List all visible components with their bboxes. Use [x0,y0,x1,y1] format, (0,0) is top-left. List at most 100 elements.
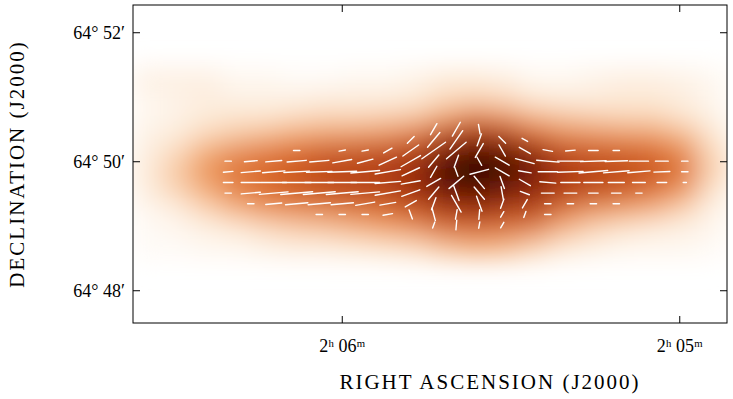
heat-cell [668,69,698,88]
heat-cell [549,201,579,220]
heat-cell [459,88,489,107]
heat-cell [221,164,251,183]
heat-cell [162,201,192,220]
heat-cell [221,220,251,239]
vector [537,160,559,162]
vector [405,201,416,207]
heat-cell [162,239,192,258]
heat-cell [251,107,281,126]
vector [470,169,489,174]
vector [654,171,670,173]
heat-cell [459,201,489,220]
vector [501,222,504,228]
vector [682,171,688,172]
heat-cell [311,69,341,88]
heat-cell [519,182,549,201]
heat-cell [311,164,341,183]
x-tick-label: 2ʰ 06ᵐ [319,336,365,356]
heat-cell [251,201,281,220]
vector [241,192,260,194]
heat-cell [251,69,281,88]
vector [455,220,457,230]
vector [316,214,322,215]
heat-cell [519,126,549,145]
heat-cell [340,239,370,258]
vector [244,161,257,162]
heat-cell [370,69,400,88]
heat-cell [430,239,460,258]
vector [501,212,504,218]
heat-cell [698,126,727,145]
heat-cell [133,69,162,88]
vector [657,182,667,183]
heat-cell [459,69,489,88]
heat-cell [519,164,549,183]
heat-cell [608,201,638,220]
vector [266,203,282,204]
vector [541,192,554,193]
vector [407,136,414,143]
vector [628,171,650,173]
heat-cell [162,220,192,239]
heat-cell [281,69,311,88]
vector [293,150,299,151]
heat-cell [400,220,430,239]
heat-cell [549,164,579,183]
heat-cell [340,88,370,107]
heat-cell [191,145,221,164]
vector [538,171,557,172]
plot-background [133,5,727,323]
heat-cell [191,239,221,258]
vector [455,167,458,176]
heat-cell [519,220,549,239]
heat-cell [370,145,400,164]
heat-cell [251,88,281,107]
heat-cell [281,201,311,220]
polarization-vectors [223,122,688,230]
heat-cell [251,164,281,183]
y-tick [133,161,140,162]
x-tick-label: 2ʰ 05ᵐ [657,336,703,356]
heat-cell [430,69,460,88]
vector [225,192,231,193]
heat-cell [608,88,638,107]
vector [402,190,420,197]
vector [433,222,435,228]
vector [589,150,599,151]
vector [328,171,357,172]
heat-cell [162,88,192,107]
vector [604,171,630,173]
vector [522,138,528,141]
vector [331,203,353,205]
heat-cell [221,126,251,145]
heat-cell [608,239,638,258]
vector [375,170,400,174]
vector [380,202,396,205]
heat-cell [281,107,311,126]
heat-cell [698,164,727,183]
y-tick-label: 64° 52′ [73,23,125,43]
vector [524,211,526,217]
heat-cell [519,88,549,107]
x-tick [342,316,343,323]
vector [478,124,480,133]
heat-cell [311,126,341,145]
heat-cell [549,126,579,145]
vector [474,176,484,188]
vector [241,171,260,173]
vector [431,166,437,177]
heat-cell [579,126,609,145]
heat-cell [608,220,638,239]
heat-cell [400,182,430,201]
heat-cell [489,107,519,126]
heat-cell [430,220,460,239]
heat-cell [133,220,162,239]
vector [581,160,607,162]
vector [522,200,527,208]
vector [429,155,439,167]
vector [429,187,439,199]
heat-cell [133,145,162,164]
heat-cell [608,69,638,88]
heat-cell [489,239,519,258]
vector [543,150,552,152]
